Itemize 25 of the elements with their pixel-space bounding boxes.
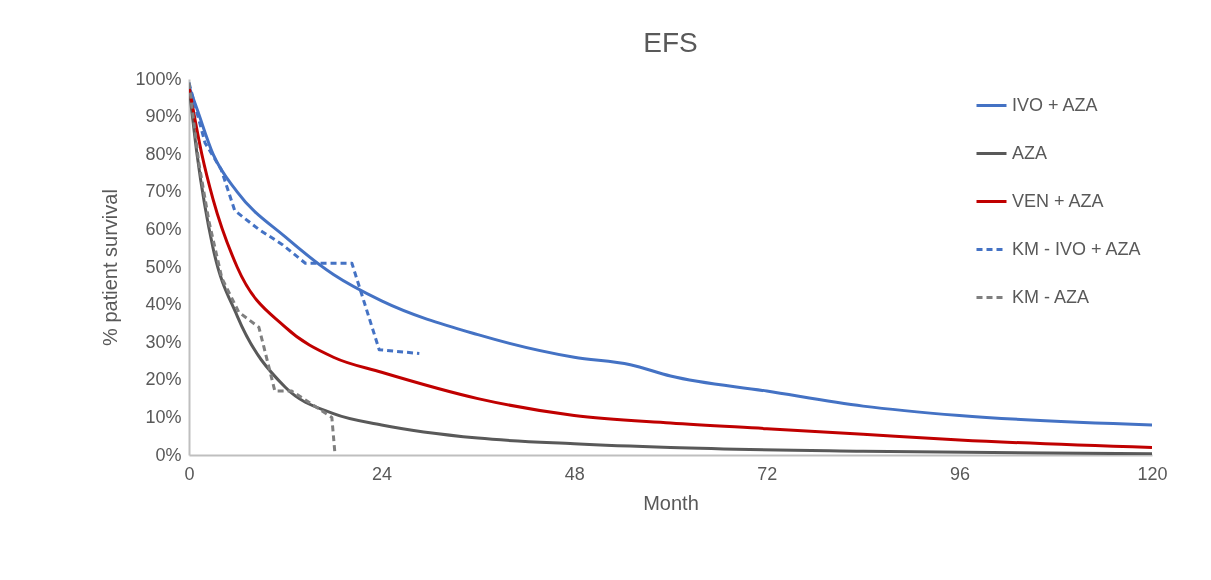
y-tick-label: 70%: [145, 181, 182, 202]
y-tick-label: 10%: [145, 406, 182, 427]
x-tick-label: 96: [949, 463, 970, 484]
y-tick-label: 80%: [145, 143, 182, 164]
y-tick-label: 20%: [145, 369, 182, 390]
x-tick-label: 0: [184, 463, 195, 484]
y-tick-label: 100%: [135, 68, 182, 89]
y-tick-label: 60%: [145, 218, 182, 239]
chart-title: EFS: [643, 27, 698, 58]
x-tick-label: 72: [757, 463, 778, 484]
legend-label: IVO + AZA: [1012, 94, 1098, 115]
y-tick-label: 30%: [145, 331, 182, 352]
y-tick-label: 90%: [145, 106, 182, 127]
y-axis-title: % patient survival: [99, 189, 122, 346]
legend-label: VEN + AZA: [1012, 190, 1104, 211]
x-axis-title: Month: [643, 491, 699, 514]
y-tick-label: 0%: [155, 444, 182, 465]
legend-label: KM - IVO + AZA: [1012, 238, 1141, 259]
x-tick-label: 24: [372, 463, 393, 484]
y-tick-label: 40%: [145, 294, 182, 315]
x-tick-label: 48: [564, 463, 585, 484]
legend-label: KM - AZA: [1012, 286, 1090, 307]
y-tick-label: 50%: [145, 256, 182, 277]
legend-label: AZA: [1012, 142, 1048, 163]
x-tick-label: 120: [1137, 463, 1168, 484]
